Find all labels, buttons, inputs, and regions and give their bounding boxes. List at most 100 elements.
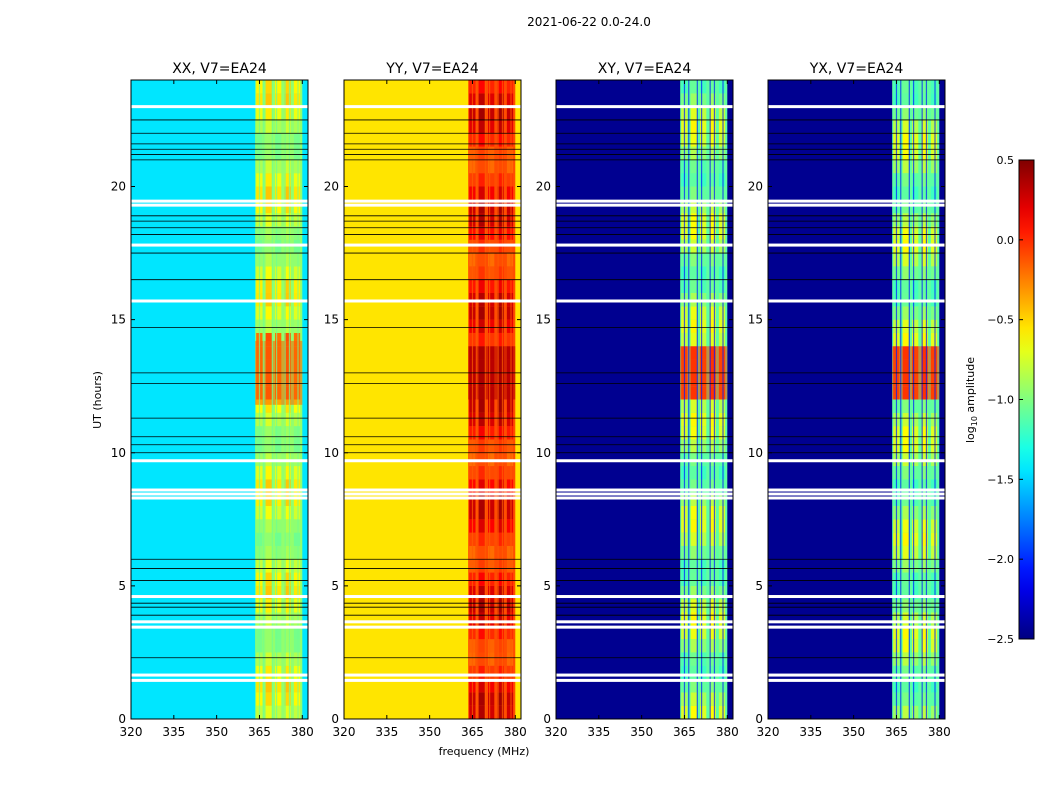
heatmap-cell <box>690 665 697 680</box>
heatmap-cell <box>284 545 291 560</box>
heatmap-cell <box>690 399 697 413</box>
heatmap-cell <box>930 572 938 586</box>
heatmap-cell <box>478 599 485 613</box>
heatmap-cell <box>284 253 291 267</box>
heatmap-cell <box>478 186 485 200</box>
heatmap-cell <box>930 639 938 653</box>
heatmap-cell <box>700 399 707 413</box>
heatmap-cell <box>709 532 716 546</box>
heatmap-cell <box>690 133 697 147</box>
x-tick-label: 320 <box>120 725 143 739</box>
heatmap-cell <box>497 319 504 333</box>
heatmap-cell <box>284 133 291 147</box>
heatmap-cell <box>912 332 919 347</box>
heatmap-cell <box>478 665 485 680</box>
heatmap-cell <box>284 159 291 174</box>
heatmap-cell <box>265 319 272 333</box>
heatmap-cell <box>275 692 282 706</box>
heatmap-cell <box>265 692 272 706</box>
heatmap-cell <box>293 625 301 640</box>
heatmap-cell <box>488 133 495 147</box>
heatmap-cell <box>265 106 272 120</box>
heatmap-cell <box>912 80 919 94</box>
heatmap-cell <box>275 519 282 533</box>
heatmap-cell <box>930 399 938 413</box>
flagged-row <box>556 620 733 624</box>
heatmap-cell <box>478 332 485 347</box>
heatmap-cell <box>912 572 919 586</box>
heatmap-cell <box>275 399 282 413</box>
heatmap-cell <box>265 639 272 653</box>
flagged-row <box>131 620 308 624</box>
heatmap-cell <box>709 213 716 227</box>
heatmap-cell <box>488 279 495 293</box>
flagged-row <box>131 678 308 682</box>
heatmap-cell <box>497 106 504 120</box>
heatmap-cell <box>488 213 495 227</box>
x-tick-label: 365 <box>885 725 908 739</box>
heatmap-cell <box>930 612 938 626</box>
heatmap-cell <box>921 545 928 560</box>
heatmap-cell <box>506 692 514 706</box>
heatmap-cell <box>902 679 909 693</box>
heatmap-cell <box>265 412 272 427</box>
heatmap-cell <box>478 625 485 640</box>
x-tick-label: 380 <box>504 725 527 739</box>
flagged-row <box>768 492 945 496</box>
heatmap-cell <box>488 80 495 94</box>
heatmap-cell <box>488 159 495 174</box>
x-tick-label: 350 <box>205 725 228 739</box>
heatmap-cell <box>497 572 504 586</box>
heatmap-cell <box>293 399 301 413</box>
heatmap-cell <box>718 253 726 267</box>
heatmap-cell <box>902 572 909 586</box>
heatmap-cell <box>275 332 282 347</box>
colorbar-label-subscript: 10 <box>970 416 979 426</box>
heatmap-cell <box>709 545 716 560</box>
heatmap-cell <box>902 159 909 174</box>
heatmap-cell <box>293 253 301 267</box>
heatmap-cell <box>275 585 282 600</box>
heatmap-cell <box>709 625 716 640</box>
x-tick-label: 335 <box>375 725 398 739</box>
panel-title: YY, V7=EA24 <box>385 61 479 77</box>
x-tick-label: 335 <box>799 725 822 739</box>
heatmap-cell <box>912 186 919 200</box>
heatmap-cell <box>478 173 485 187</box>
y-tick-label: 5 <box>543 579 551 593</box>
heatmap-cell <box>912 692 919 706</box>
heatmap-cell <box>709 266 716 280</box>
heatmap-cell <box>690 692 697 706</box>
heatmap-cell <box>718 133 726 147</box>
heatmap-cell <box>506 119 514 134</box>
heatmap-cell <box>700 426 707 440</box>
heatmap-cell <box>293 106 301 120</box>
heatmap-cell <box>930 506 938 520</box>
heatmap-cell <box>488 306 495 320</box>
y-tick-label: 0 <box>543 712 551 726</box>
flagged-row <box>556 673 733 677</box>
heatmap-cell <box>506 665 514 680</box>
heatmap-cell <box>690 213 697 227</box>
heatmap-cell <box>709 585 716 600</box>
x-tick-label: 380 <box>716 725 739 739</box>
figure-title: 2021-06-22 0.0-24.0 <box>527 15 651 29</box>
heatmap-cell <box>265 80 272 94</box>
heatmap-cell <box>284 639 291 653</box>
flagged-row <box>768 496 945 500</box>
heatmap-cell <box>709 426 716 440</box>
heatmap-cell <box>902 186 909 200</box>
heatmap-cell <box>478 545 485 560</box>
heatmap-cell <box>478 532 485 546</box>
heatmap-cell <box>265 146 272 160</box>
heatmap-cell <box>921 625 928 640</box>
heatmap-cell <box>930 306 938 320</box>
flagged-row <box>344 459 521 463</box>
flagged-row <box>556 199 733 203</box>
heatmap-cell <box>506 173 514 187</box>
heatmap-cell <box>284 173 291 187</box>
heatmap-cell <box>284 319 291 333</box>
heatmap-cell <box>284 692 291 706</box>
heatmap-cell <box>690 412 697 427</box>
